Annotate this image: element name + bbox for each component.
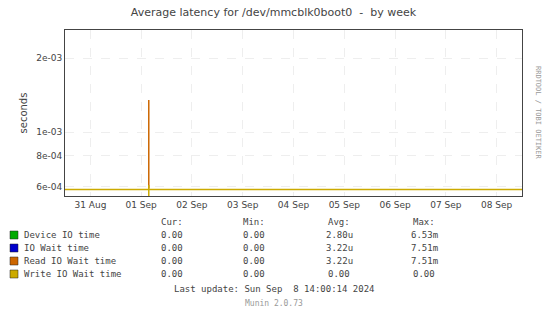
svg-text:1e-03: 1e-03 [36,127,62,137]
svg-text:31 Aug: 31 Aug [74,200,106,210]
svg-text:06 Sep: 06 Sep [379,200,411,210]
svg-text:05 Sep: 05 Sep [329,200,361,210]
svg-text:03 Sep: 03 Sep [227,200,259,210]
svg-text:7.51m: 7.51m [411,256,438,266]
svg-text:6e-04: 6e-04 [36,182,62,192]
svg-text:Avg:: Avg: [328,217,350,227]
svg-text:3.22u: 3.22u [326,243,353,253]
svg-text:0.00: 0.00 [243,269,265,279]
svg-text:Min:: Min: [243,217,265,227]
svg-text:Write IO Wait time: Write IO Wait time [24,269,122,279]
svg-text:Last update: Sun Sep 8 14:00:: Last update: Sun Sep 8 14:00:14 2024 [174,284,374,294]
svg-text:08 Sep: 08 Sep [481,200,513,210]
svg-text:0.00: 0.00 [161,256,183,266]
svg-text:Read IO Wait time: Read IO Wait time [24,256,116,266]
svg-text:3.22u: 3.22u [326,256,353,266]
svg-text:0.00: 0.00 [161,243,183,253]
svg-text:7.51m: 7.51m [411,243,438,253]
svg-text:0.00: 0.00 [328,269,350,279]
svg-text:0.00: 0.00 [243,230,265,240]
svg-text:0.00: 0.00 [243,243,265,253]
svg-text:0.00: 0.00 [243,256,265,266]
svg-text:6.53m: 6.53m [411,230,438,240]
svg-text:02 Sep: 02 Sep [176,200,208,210]
svg-text:8e-04: 8e-04 [36,151,62,161]
svg-text:IO Wait time: IO Wait time [24,243,89,253]
svg-text:0.00: 0.00 [161,269,183,279]
svg-text:2e-03: 2e-03 [36,53,62,63]
svg-text:01 Sep: 01 Sep [126,200,158,210]
svg-text:04 Sep: 04 Sep [278,200,310,210]
svg-text:Cur:: Cur: [161,217,183,227]
svg-text:Munin 2.0.73: Munin 2.0.73 [245,299,303,308]
svg-text:RRDTOOL / TOBI OETIKER: RRDTOOL / TOBI OETIKER [534,66,542,160]
svg-text:Max:: Max: [413,217,435,227]
svg-text:Device IO time: Device IO time [24,230,100,240]
svg-text:0.00: 0.00 [413,269,435,279]
svg-text:07 Sep: 07 Sep [430,200,462,210]
svg-text:seconds: seconds [18,93,29,134]
svg-text:0.00: 0.00 [161,230,183,240]
svg-text:2.80u: 2.80u [326,230,353,240]
svg-text:Average latency for /dev/mmcbl: Average latency for /dev/mmcblk0boot0 - … [131,6,417,19]
